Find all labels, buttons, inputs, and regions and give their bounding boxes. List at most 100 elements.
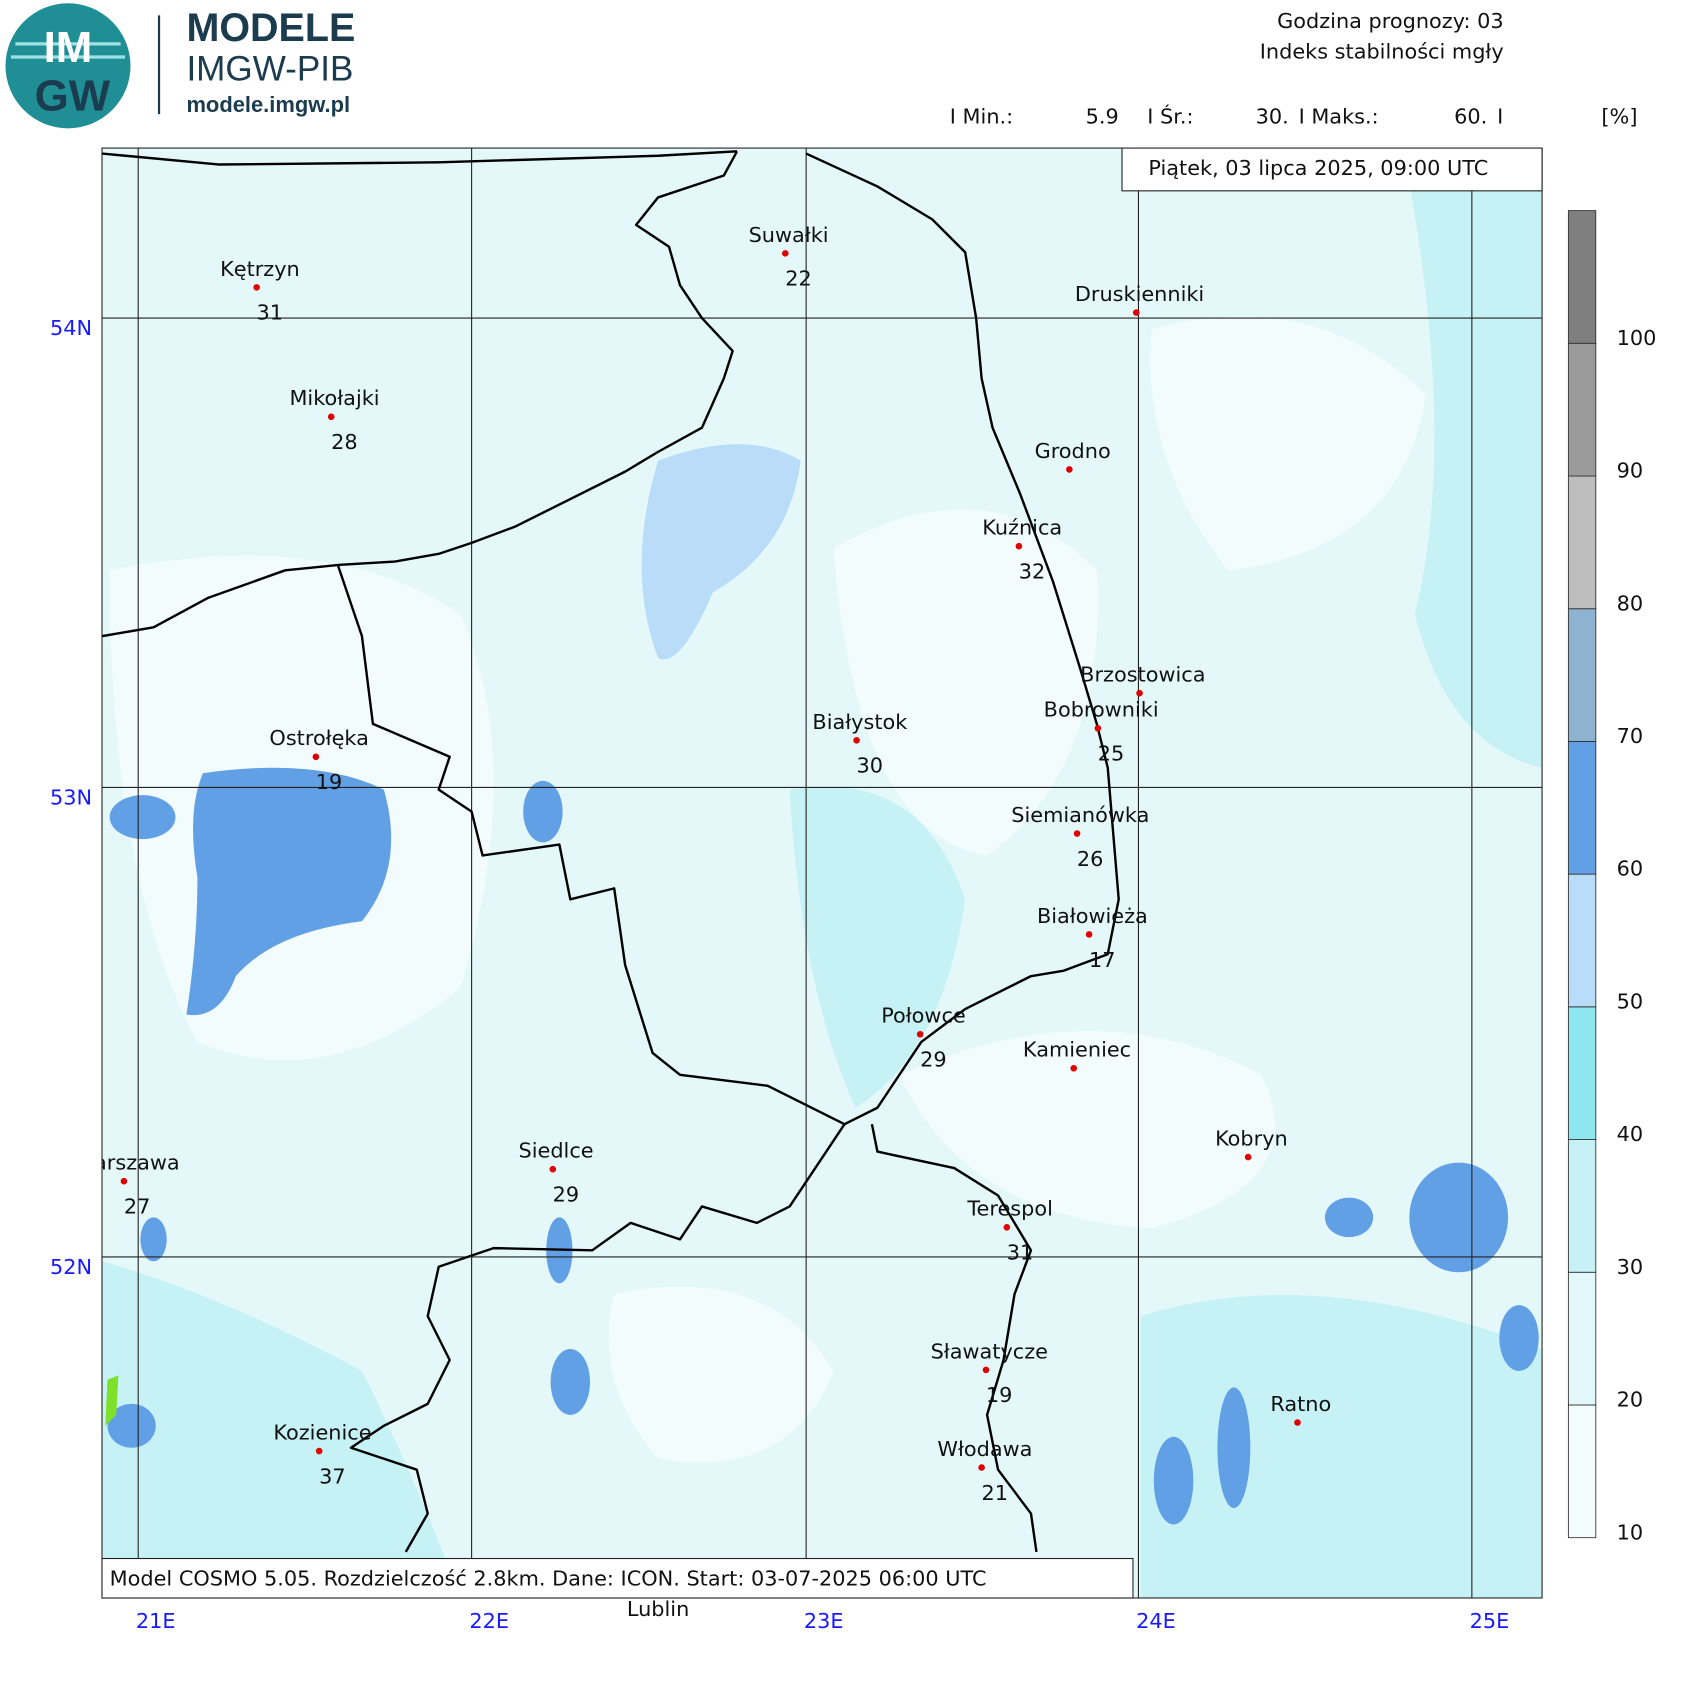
logo-circle (5, 3, 131, 129)
legend-label: 70 (1617, 724, 1644, 748)
city-dot (1244, 1153, 1252, 1161)
field-patch (1150, 316, 1426, 571)
city-name: Suwałki (749, 223, 829, 247)
forecast-hour: Godzina prognozy: 03 (1277, 9, 1504, 33)
date: Piątek, 03 lipca 2025, 09:00 UTC (1148, 156, 1488, 180)
country-border (101, 150, 739, 638)
min-label: I Min.: (950, 104, 1013, 128)
logo-text: IM (44, 23, 93, 72)
field-patch (1499, 1305, 1539, 1371)
city-dot (1136, 689, 1143, 697)
city-value: 37 (319, 1464, 346, 1488)
city-value: 19 (986, 1383, 1013, 1407)
city-dot (978, 1464, 985, 1471)
outside-label: Lublin (627, 1597, 689, 1621)
legend-swatch (1567, 1271, 1597, 1406)
city-dot (1094, 724, 1102, 732)
city-name: Siedlce (519, 1139, 594, 1163)
legend-swatch (1567, 210, 1597, 344)
min-value: 5.9 (1086, 104, 1119, 128)
city-dot (1085, 931, 1093, 938)
max-value: 60. (1454, 104, 1487, 128)
city-dot (1073, 830, 1081, 837)
legend-label: 10 (1617, 1520, 1644, 1544)
city-dot (1070, 1064, 1078, 1072)
index-name: Indeks stabilności mgły (1260, 40, 1504, 64)
avg-label: I Śr.: (1147, 103, 1193, 128)
city-dot (549, 1165, 557, 1173)
field-high (641, 444, 801, 660)
field-patch (899, 1030, 1275, 1229)
city-value: 29 (920, 1048, 947, 1072)
legend-label: 40 (1617, 1122, 1644, 1146)
city-value: 19 (316, 770, 343, 794)
longitude-label: 21E (136, 1609, 176, 1633)
city-name: Kobryn (1215, 1127, 1288, 1151)
city-dot (916, 1030, 924, 1038)
avg-value: 30. (1256, 104, 1289, 128)
legend-swatch (1567, 1404, 1597, 1539)
legend-swatch (1567, 1139, 1597, 1273)
field-patch (1324, 1197, 1374, 1238)
city-value: 22 (785, 267, 812, 291)
city-name: Ostrołęka (269, 726, 368, 750)
city-name: Kozienice (273, 1420, 371, 1444)
footer: Model COSMO 5.05. Rozdzielczość 2.8km. D… (110, 1566, 987, 1590)
date-box (1121, 147, 1543, 192)
city-value: 27 (124, 1195, 151, 1219)
city-name: Sławatycze (931, 1339, 1048, 1363)
legend-label: 50 (1617, 989, 1644, 1013)
city-name: Połowce (881, 1004, 966, 1028)
city-name: Kętrzyn (220, 257, 300, 281)
latitude-label: 54N (50, 316, 92, 340)
field-patch (1140, 1295, 1543, 1598)
city-dot (312, 753, 320, 761)
city-dot (1003, 1224, 1011, 1231)
legend-label: 20 (1617, 1388, 1644, 1412)
city-dot (1294, 1419, 1301, 1426)
field-patch (186, 767, 392, 1016)
legend-label: 30 (1617, 1255, 1644, 1279)
legend-swatch (1567, 740, 1597, 875)
legend-label: 80 (1617, 591, 1644, 615)
logo: IM GW (5, 3, 131, 129)
map-field: Kętrzyn 31 Mikołajki 28 Suwałki 22 Druskiennik… (75, 148, 1543, 1598)
unit: [%] (1601, 104, 1637, 128)
city-value: 31 (1007, 1241, 1034, 1265)
field-patch (1217, 1387, 1251, 1509)
city-name: Ratno (1270, 1392, 1331, 1416)
city-dot (327, 413, 335, 421)
legend-label: 90 (1617, 459, 1644, 483)
city-name: Terespol (966, 1197, 1053, 1221)
city-value: 17 (1089, 948, 1116, 972)
city-dot (1015, 542, 1023, 550)
city-name: Kamieniec (1023, 1038, 1131, 1062)
field-patch (1409, 1162, 1509, 1273)
city-dot (853, 737, 860, 744)
city-name: Kuźnica (982, 516, 1062, 540)
city-dot (253, 284, 260, 291)
field-patch (608, 1286, 834, 1463)
city-value: 26 (1077, 847, 1104, 871)
grid (101, 148, 1543, 1598)
city-name: Białowieża (1037, 904, 1148, 928)
field-patch (833, 509, 1098, 856)
latitude-label: 53N (50, 785, 92, 809)
city-name: Grodno (1035, 439, 1111, 463)
city-dot (1132, 309, 1140, 316)
separator: I (1497, 104, 1503, 128)
city-name: Włodawa (937, 1437, 1032, 1461)
brand-subtitle: IMGW-PIB (186, 50, 353, 89)
country-border (805, 152, 1120, 1126)
city-name: Warszawa (75, 1151, 180, 1175)
legend-swatch (1567, 873, 1597, 1008)
city-dot (982, 1366, 990, 1374)
field-patch (550, 1349, 591, 1415)
city-name: Siemianówka (1011, 803, 1149, 827)
legend-label: 60 (1617, 857, 1644, 881)
field-top (107, 767, 1539, 1525)
legend-swatch (1567, 1006, 1597, 1140)
city-value: 32 (1019, 560, 1046, 584)
field-patch (523, 780, 563, 843)
